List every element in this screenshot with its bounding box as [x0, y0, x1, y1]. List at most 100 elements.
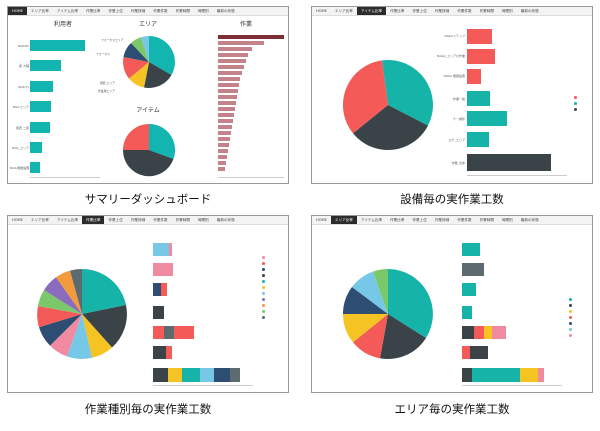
nav-tab-work-count[interactable]: 作業件数 [457, 9, 472, 13]
nav-tab-hourly[interactable]: 時間別 [197, 9, 209, 13]
nav-tab-latest[interactable]: 最新の状態 [520, 218, 539, 222]
area-pie-label: 作業用エリア [98, 89, 115, 93]
equipment-ylabel: NGKAステップ [444, 34, 465, 38]
work-bar [218, 149, 228, 153]
nav-tab-work-count[interactable]: 作業件数 [457, 218, 472, 222]
area-bar [472, 368, 520, 382]
nav-tab-work-time[interactable]: 作業時間 [175, 218, 190, 222]
users-bar [30, 162, 40, 173]
users-bar [30, 101, 51, 112]
nav-tab-home[interactable]: HOME [316, 218, 327, 222]
work-bar [218, 167, 225, 171]
work-bar [218, 47, 252, 51]
worktype-panel: HOME エリア比率 アイテム比率 作業比率 作業上位 作業詳細 作業件数 作業… [7, 215, 289, 393]
worktype-bar [168, 368, 182, 382]
area-pie-chart [343, 269, 433, 360]
nav-tab-area-ratio[interactable]: エリア比率 [30, 218, 49, 222]
users-bar [30, 81, 53, 92]
nav-tab-home[interactable]: HOME [12, 218, 23, 222]
area-bar [462, 306, 472, 319]
work-bar [218, 137, 230, 141]
nav-tab-work-ratio[interactable]: 作業比率 [82, 216, 105, 224]
legend-marker [569, 304, 572, 307]
users-ylabel: NGK_エリア [11, 146, 29, 150]
nav-tab-work-top[interactable]: 作業上位 [412, 9, 427, 13]
legend-marker [262, 268, 265, 271]
work-bar [218, 83, 239, 87]
area-x-axis [462, 385, 562, 386]
equipment-bar [467, 49, 495, 64]
equipment-ylabel: ログ_エリア [448, 138, 465, 142]
caption-worktype: 作業種別毎の実作業工数 [84, 402, 212, 416]
nav-tab-work-detail[interactable]: 作業詳細 [130, 218, 146, 222]
nav-tab-area-ratio[interactable]: エリア比率 [330, 216, 357, 224]
caption-equipment: 設備毎の実作業工数 [400, 192, 504, 206]
nav-tab-work-detail[interactable]: 作業詳細 [434, 9, 450, 13]
nav-tab-latest[interactable]: 最新の状態 [216, 218, 235, 222]
users-ylabel: NGK-エリア [12, 105, 29, 109]
legend-marker [262, 262, 265, 265]
area-bar [462, 346, 470, 359]
item-chart-title: アイテム [136, 107, 160, 114]
users-ylabel: 関西 二郎 [16, 126, 29, 130]
equipment-x-axis [467, 175, 567, 176]
worktype-x-axis [153, 385, 253, 386]
nav-tab-hourly[interactable]: 時間別 [501, 218, 513, 222]
worktype-bar [153, 368, 168, 382]
legend-marker [569, 334, 572, 337]
nav-tab-home[interactable]: HOME [316, 9, 327, 13]
area-panel: HOME エリア比率 アイテム比率 作業比率 作業上位 作業詳細 作業件数 作業… [311, 215, 593, 393]
nav-tab-work-count[interactable]: 作業件数 [153, 9, 168, 13]
nav-tab-home[interactable]: HOME [8, 7, 27, 15]
nav-tab-latest[interactable]: 最新の状態 [520, 9, 539, 13]
worktype-bar [161, 283, 167, 296]
legend-marker [262, 292, 265, 295]
area-bar [462, 368, 472, 382]
legend-marker [574, 96, 577, 99]
worktype-bar [153, 263, 173, 276]
nav-tab-work-top[interactable]: 作業上位 [108, 218, 123, 222]
summary-navbar: HOME エリア比率 アイテム比率 作業比率 作業上位 作業詳細 作業件数 作業… [8, 7, 288, 16]
equipment-bar [467, 111, 507, 126]
legend-marker [569, 298, 572, 301]
users-ylabel: NGK-機器設備 [10, 166, 30, 170]
nav-tab-hourly[interactable]: 時間別 [197, 218, 209, 222]
nav-tab-hourly[interactable]: 時間別 [501, 9, 513, 13]
work-bar [218, 125, 232, 129]
nav-tab-work-top[interactable]: 作業上位 [108, 9, 123, 13]
equipment-panel: HOME エリア比率 アイテム比率 作業比率 作業上位 作業詳細 作業件数 作業… [311, 6, 593, 184]
nav-tab-work-ratio[interactable]: 作業比率 [390, 218, 405, 222]
nav-tab-work-detail[interactable]: 作業詳細 [130, 9, 146, 13]
worktype-bar [182, 368, 200, 382]
legend-marker [574, 102, 577, 105]
users-bar [30, 122, 50, 133]
nav-tab-area-ratio[interactable]: エリア比率 [30, 9, 49, 13]
nav-tab-item-ratio[interactable]: アイテム比率 [56, 9, 79, 13]
nav-tab-work-ratio[interactable]: 作業比率 [86, 9, 101, 13]
equipment-ylabel: 作業_全体 [451, 161, 465, 165]
worktype-navbar: HOME エリア比率 アイテム比率 作業比率 作業上位 作業詳細 作業件数 作業… [8, 216, 288, 225]
nav-tab-area-ratio[interactable]: エリア比率 [334, 9, 353, 13]
nav-tab-item-ratio[interactable]: アイテム比率 [360, 218, 383, 222]
nav-tab-work-detail[interactable]: 作業詳細 [434, 218, 450, 222]
work-bar [218, 155, 227, 159]
area-bar [470, 346, 488, 359]
area-bar [462, 326, 474, 339]
area-navbar: HOME エリア比率 アイテム比率 作業比率 作業上位 作業詳細 作業件数 作業… [312, 216, 592, 225]
nav-tab-latest[interactable]: 最新の状態 [216, 9, 235, 13]
nav-tab-work-time[interactable]: 作業時間 [479, 9, 494, 13]
area-bar [462, 263, 484, 276]
nav-tab-work-time[interactable]: 作業時間 [175, 9, 190, 13]
equipment-ylabel: 作業一般 [452, 97, 465, 101]
nav-tab-work-count[interactable]: 作業件数 [153, 218, 168, 222]
nav-tab-work-top[interactable]: 作業上位 [412, 218, 427, 222]
nav-tab-work-ratio[interactable]: 作業比率 [390, 9, 405, 13]
nav-tab-work-time[interactable]: 作業時間 [479, 218, 494, 222]
work-bar [218, 95, 237, 99]
worktype-bar [166, 346, 172, 359]
worktype-bar [230, 368, 240, 382]
nav-tab-item-ratio[interactable]: アイテム比率 [356, 7, 387, 15]
equipment-bar [467, 29, 492, 44]
work-bar [218, 143, 229, 147]
nav-tab-item-ratio[interactable]: アイテム比率 [56, 218, 79, 222]
